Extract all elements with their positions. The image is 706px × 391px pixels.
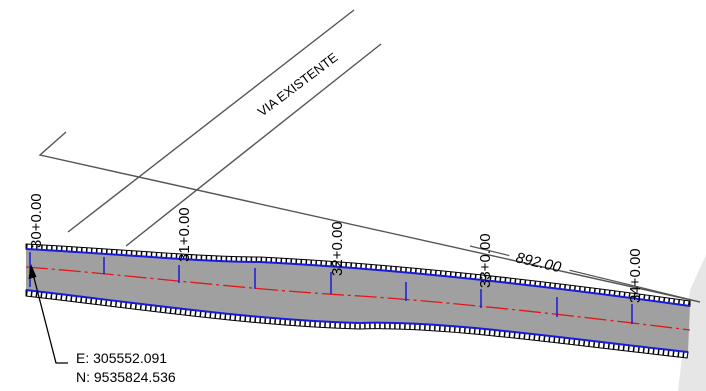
coordinate-callout: E: 305552.091 N: 9535824.536 (28, 264, 176, 385)
station-label: 32+0.00 (329, 221, 346, 276)
existing-road-edge-right (125, 43, 382, 247)
station-label: 31+0.00 (176, 207, 193, 262)
station-labels: 30+0.00 31+0.00 32+0.00 33+0.00 34+0.00 (28, 193, 644, 303)
station-label: 34+0.00 (627, 248, 644, 303)
road-corridor (25, 243, 691, 359)
centerline (25, 266, 691, 331)
existing-road-edge-left (67, 9, 355, 233)
existing-road (38, 9, 701, 303)
northing-text: N: 9535824.536 (76, 369, 176, 385)
reference-line (38, 131, 701, 303)
dimension-mask (508, 240, 574, 272)
road-label: VIA EXISTENTE (255, 49, 341, 119)
shoulder-hatch (25, 244, 691, 358)
edge-line-top (25, 248, 691, 307)
station-label: 33+0.00 (477, 233, 494, 288)
easting-text: E: 305552.091 (76, 350, 167, 366)
station-label: 30+0.00 (28, 193, 45, 248)
dimension-line (469, 245, 701, 303)
edge-line-bottom (25, 289, 689, 353)
leader-line (31, 269, 68, 364)
pavement (26, 249, 690, 352)
leader-arrow (28, 264, 37, 279)
cross-section-ticks (29, 252, 633, 324)
